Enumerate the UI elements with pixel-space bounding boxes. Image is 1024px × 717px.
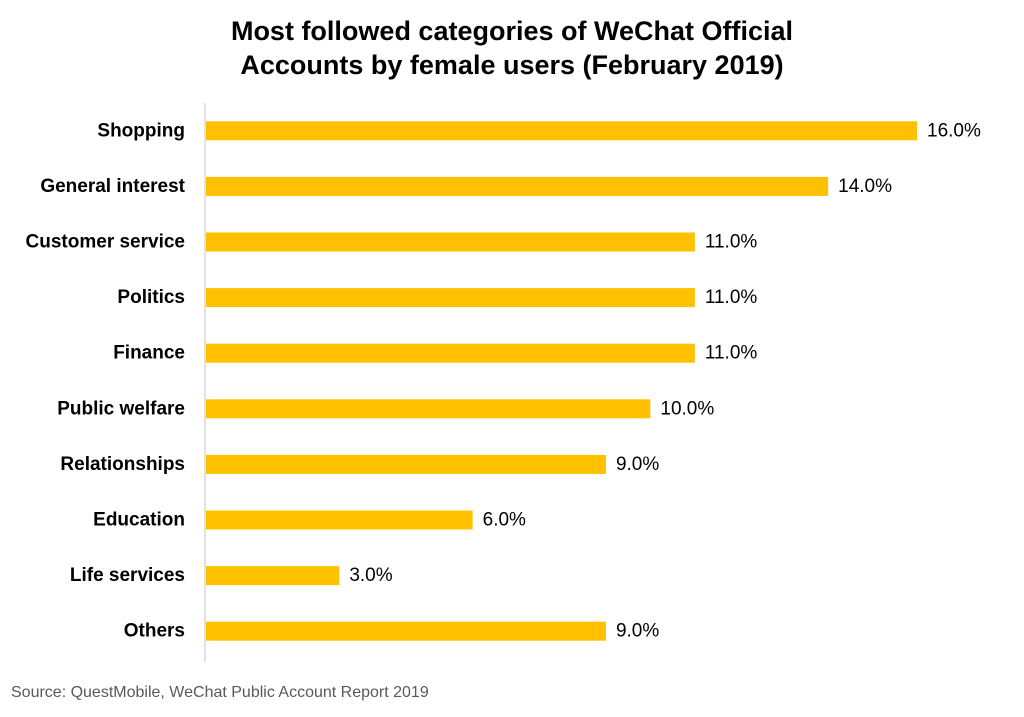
value-label: 16.0% [927,120,981,141]
bar [206,343,695,363]
category-label: Education [93,510,185,531]
bar [206,510,473,530]
value-label: 11.0% [705,343,758,364]
value-label: 3.0% [349,565,392,586]
bar [206,566,340,586]
category-label: Life services [70,565,185,586]
category-label: Shopping [97,120,185,141]
bar [206,232,695,252]
value-label: 6.0% [483,510,526,531]
value-label: 11.0% [705,287,758,308]
chart-title: Most followed categories of WeChat Offic… [0,14,1024,82]
value-label: 9.0% [616,454,659,475]
value-label: 9.0% [616,621,659,642]
bar [206,121,917,141]
bar [206,454,606,474]
category-label: Politics [117,287,185,308]
value-label: 10.0% [660,398,714,419]
bar [206,288,695,308]
category-label: Relationships [60,454,185,475]
bar [206,176,829,196]
bar [206,399,651,419]
value-label: 14.0% [838,176,892,197]
category-labels-group: Shopping General interest Customer service… [26,120,186,641]
category-label: Finance [113,343,185,364]
chart-title-line-2: Accounts by female users (February 2019) [240,50,784,80]
source-note: Source: QuestMobile, WeChat Public Accou… [11,684,429,701]
category-label: Customer service [26,232,185,253]
bar [206,621,606,641]
category-label: Others [124,621,185,642]
chart-title-line-1: Most followed categories of WeChat Offic… [230,16,794,46]
value-label: 11.0% [705,232,758,253]
category-label: Public welfare [57,398,185,419]
category-label: General interest [40,176,185,197]
value-labels-group: 16.0% 14.0% 11.0% 11.0% 11.0% 10.0% 9.0% 6.0% 3.… [349,120,981,641]
bars-group [206,121,917,641]
